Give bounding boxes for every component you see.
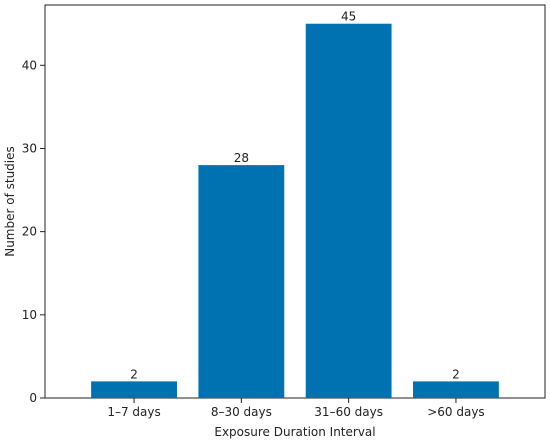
bars: [91, 23, 499, 398]
bar: [305, 23, 392, 398]
y-tick-label: 30: [22, 141, 37, 155]
bar: [198, 165, 285, 398]
y-tick-label: 0: [29, 391, 37, 405]
y-axis-title: Number of studies: [3, 146, 17, 257]
x-tick-label: >60 days: [427, 405, 484, 419]
bar-value-label: 28: [234, 151, 249, 165]
x-tick-label: 8–30 days: [211, 405, 272, 419]
x-tick-label: 31–60 days: [314, 405, 383, 419]
data-labels: 2 28 45 2: [130, 10, 460, 382]
bar-value-label: 45: [341, 10, 356, 24]
bar: [91, 381, 177, 398]
bar-value-label: 2: [130, 367, 138, 381]
plot-frame: [44, 4, 546, 399]
x-tick-label: 1–7 days: [107, 405, 160, 419]
x-axis: 1–7 days 8–30 days 31–60 days >60 days: [107, 398, 485, 419]
y-tick-label: 10: [22, 308, 37, 322]
bar-value-label: 2: [452, 367, 460, 381]
y-tick-label: 20: [22, 225, 37, 239]
y-tick-label: 40: [22, 58, 37, 72]
bar: [413, 381, 499, 398]
x-axis-title: Exposure Duration Interval: [214, 425, 375, 439]
y-axis: 0 10 20 30 40: [22, 58, 45, 405]
